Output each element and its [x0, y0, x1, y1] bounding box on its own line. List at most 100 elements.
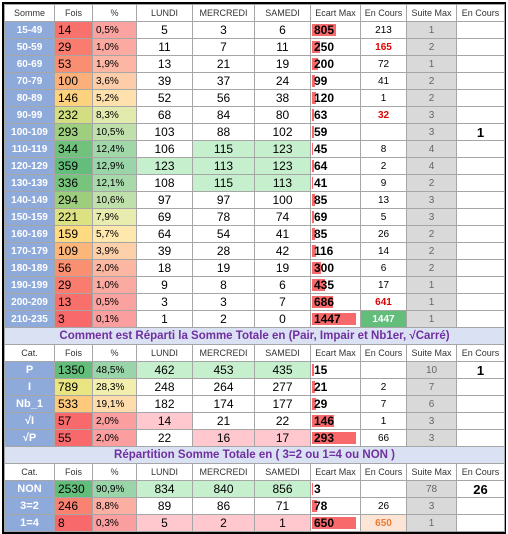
gap-max: 41: [310, 174, 361, 192]
category: √I: [4, 412, 55, 430]
percent: 0,5%: [92, 21, 137, 39]
category: 190-199: [4, 276, 55, 294]
column-header: %: [92, 4, 137, 22]
category: 70-79: [4, 72, 55, 90]
gap-max: 116: [310, 242, 361, 260]
saturday: 41: [254, 225, 311, 243]
gap-max: 1447: [310, 310, 361, 328]
gap-value: 41: [314, 176, 328, 190]
category: Nb_1: [4, 395, 55, 413]
streak-max: 2: [406, 242, 457, 260]
column-header: Cat.: [4, 344, 55, 362]
gap-value: 435: [314, 278, 335, 292]
wednesday: 56: [192, 89, 255, 107]
saturday: 17: [254, 429, 311, 447]
count: 146: [54, 89, 93, 107]
percent: 19,1%: [92, 395, 137, 413]
streak-max: 1: [406, 21, 457, 39]
wednesday: 453: [192, 361, 255, 379]
gap-bar: [312, 313, 356, 325]
gap-max: 146: [310, 412, 361, 430]
percent: 0,3%: [92, 514, 137, 532]
gap-max: 250: [310, 38, 361, 56]
gap-max: 99: [310, 72, 361, 90]
gap-max: 3: [310, 480, 361, 498]
section-title: Répartition Somme Totale en ( 3=2 ou 1=4…: [4, 446, 505, 464]
column-header: %: [92, 344, 137, 362]
gap-value: 250: [314, 40, 335, 54]
wednesday: 264: [192, 378, 255, 396]
percent: 28,3%: [92, 378, 137, 396]
current-streak: [456, 55, 505, 73]
saturday: 6: [254, 276, 311, 294]
gap-value: 3: [314, 482, 321, 496]
column-header: SAMEDI: [254, 463, 311, 481]
gap-value: 1447: [314, 312, 341, 326]
current: 2: [360, 157, 407, 175]
monday: 22: [136, 429, 193, 447]
saturday: 6: [254, 21, 311, 39]
data-row: 150-159 221 7,9% 69 78 74 69 5 3: [4, 208, 505, 226]
gap-bar: [312, 279, 326, 291]
column-header: En Cours: [456, 463, 505, 481]
wednesday: 174: [192, 395, 255, 413]
current-streak: 1: [456, 123, 505, 141]
category: I: [4, 378, 55, 396]
gap-value: 650: [314, 516, 335, 530]
column-header: LUNDI: [136, 463, 193, 481]
wednesday: 16: [192, 429, 255, 447]
streak-max: 3: [406, 106, 457, 124]
count: 1350: [54, 361, 93, 379]
gap-max: 85: [310, 225, 361, 243]
monday: 11: [136, 38, 193, 56]
current-streak: [456, 378, 505, 396]
current-streak: [456, 208, 505, 226]
current-streak: [456, 106, 505, 124]
gap-bar: [312, 517, 356, 529]
gap-value: 64: [314, 159, 328, 173]
percent: 1,0%: [92, 276, 137, 294]
gap-bar: [312, 41, 320, 53]
data-row: 1=4 8 0,3% 5 2 1 650 650 1: [4, 514, 505, 532]
column-header: Ecart Max: [310, 344, 361, 362]
gap-bar: [312, 415, 334, 427]
current-streak: [456, 157, 505, 175]
count: 53: [54, 55, 93, 73]
gap-max: 64: [310, 157, 361, 175]
monday: 39: [136, 242, 193, 260]
gap-value: 45: [314, 142, 328, 156]
saturday: 1: [254, 514, 311, 532]
category: 200-209: [4, 293, 55, 311]
data-row: 160-169 159 5,7% 64 54 41 85 26 2: [4, 225, 505, 243]
current: 1: [360, 412, 407, 430]
gap-bar: [312, 194, 315, 206]
gap-max: 63: [310, 106, 361, 124]
data-row: 170-179 109 3,9% 39 28 42 116 14 2: [4, 242, 505, 260]
count: 336: [54, 174, 93, 192]
gap-max: 29: [310, 395, 361, 413]
percent: 7,9%: [92, 208, 137, 226]
saturday: 123: [254, 157, 311, 175]
count: 232: [54, 106, 93, 124]
wednesday: 28: [192, 242, 255, 260]
gap-max: 85: [310, 191, 361, 209]
category: 100-109: [4, 123, 55, 141]
gap-max: 300: [310, 259, 361, 277]
streak-max: 4: [406, 157, 457, 175]
data-row: 200-209 13 0,5% 3 3 7 686 641 1: [4, 293, 505, 311]
header-row: Cat. Fois% LUNDI MERCREDI SAMEDI Ecart Max En …: [4, 344, 505, 362]
gap-bar: [312, 58, 319, 70]
current-streak: [456, 174, 505, 192]
gap-bar: [312, 109, 314, 121]
current-streak: [456, 225, 505, 243]
gap-bar: [312, 75, 315, 87]
data-row: 70-79 100 3,6% 39 37 24 99 41 2: [4, 72, 505, 90]
wednesday: 88: [192, 123, 255, 141]
data-row: 3=2 246 8,8% 89 86 71 78 26 3: [4, 497, 505, 515]
streak-max: 2: [406, 89, 457, 107]
percent: 0,5%: [92, 293, 137, 311]
current-streak: [456, 412, 505, 430]
saturday: 856: [254, 480, 311, 498]
column-header: Fois: [54, 344, 93, 362]
wednesday: 84: [192, 106, 255, 124]
